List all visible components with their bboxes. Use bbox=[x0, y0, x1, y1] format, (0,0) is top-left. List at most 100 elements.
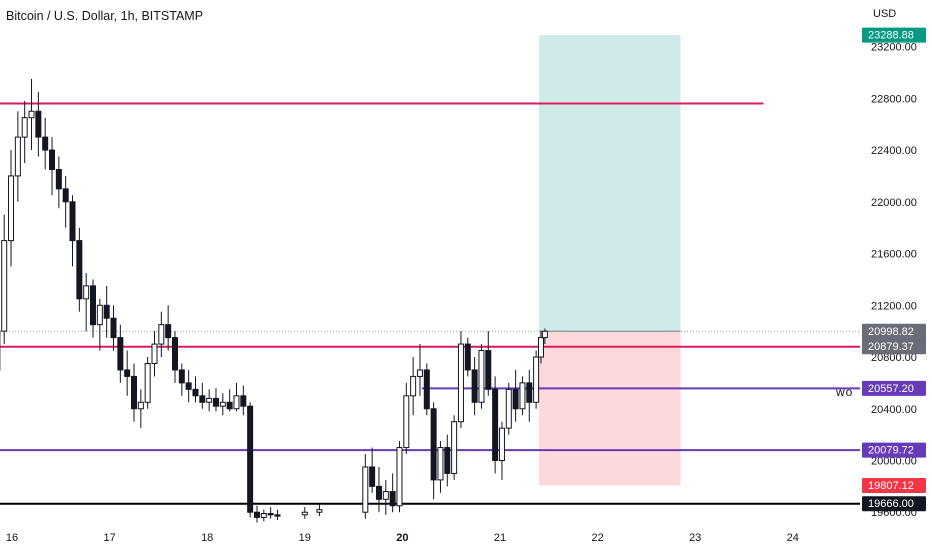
candle-body bbox=[240, 395, 247, 407]
price-label-value: 20998.82 bbox=[868, 326, 914, 338]
x-tick-label: 21 bbox=[494, 532, 506, 544]
candle-body bbox=[541, 330, 548, 339]
candle-body bbox=[178, 369, 185, 384]
price-label-value: 19807.12 bbox=[868, 480, 914, 492]
x-tick-label: 20 bbox=[396, 532, 408, 544]
candle-body bbox=[430, 408, 437, 481]
x-tick-label: 19 bbox=[299, 532, 311, 544]
candle-body bbox=[382, 491, 389, 500]
x-tick-label: 23 bbox=[689, 532, 701, 544]
candle-body bbox=[28, 110, 35, 119]
candle-body bbox=[144, 362, 151, 403]
candle-body bbox=[410, 375, 417, 397]
price-label-value: 23288.88 bbox=[868, 30, 914, 42]
price-label-badge bbox=[862, 27, 926, 43]
candle-body bbox=[274, 514, 281, 517]
price-label-badge bbox=[862, 477, 926, 493]
price-label-badge bbox=[862, 380, 926, 396]
candle-body bbox=[369, 466, 376, 487]
candle-body bbox=[505, 388, 512, 429]
candle-body bbox=[533, 356, 540, 403]
x-tick-label: 24 bbox=[787, 532, 799, 544]
y-tick-label: 21600.00 bbox=[871, 249, 917, 261]
candle-body bbox=[437, 447, 444, 481]
candle-body bbox=[8, 175, 15, 242]
candle-body bbox=[49, 149, 56, 170]
price-label-value: 20557.20 bbox=[868, 383, 914, 395]
candle-body bbox=[498, 427, 505, 461]
candle-body bbox=[396, 447, 403, 507]
candle-body bbox=[457, 343, 464, 423]
currency-label: USD bbox=[873, 8, 897, 20]
x-tick-label: 18 bbox=[201, 532, 213, 544]
candle-body bbox=[14, 136, 21, 177]
chart-title: Bitcoin / U.S. Dollar, 1h, BITSTAMP bbox=[6, 9, 204, 23]
candle-body bbox=[316, 509, 323, 513]
candle-body bbox=[158, 324, 165, 345]
candle-body bbox=[90, 285, 97, 326]
candle-body bbox=[233, 395, 240, 410]
y-tick-label: 21200.00 bbox=[871, 300, 917, 312]
price-labels: 23288.8820998.8254:5720879.3720557.20200… bbox=[862, 27, 926, 512]
candle-body bbox=[416, 369, 423, 377]
candle-body bbox=[471, 369, 478, 403]
candle-body bbox=[131, 375, 137, 410]
candle-body bbox=[537, 337, 544, 358]
price-label-value: 19666.00 bbox=[868, 498, 914, 510]
candle-body bbox=[526, 382, 533, 403]
x-tick-label: 17 bbox=[103, 532, 115, 544]
candle-body bbox=[260, 513, 267, 518]
candle-body bbox=[69, 201, 76, 242]
candle-body bbox=[103, 304, 110, 319]
candle-body bbox=[444, 447, 451, 474]
candle-body bbox=[62, 188, 69, 203]
candle-body bbox=[512, 388, 519, 410]
candlesticks bbox=[0, 78, 548, 523]
y-tick-label: 22400.00 bbox=[871, 145, 917, 157]
horizontal-lines[interactable] bbox=[0, 102, 860, 505]
candle-body bbox=[451, 421, 458, 474]
candle-body bbox=[485, 350, 492, 390]
y-tick-label: 20000.00 bbox=[871, 455, 917, 467]
price-label-badge bbox=[862, 442, 926, 458]
candle-body bbox=[117, 337, 124, 371]
candle-body bbox=[21, 117, 28, 138]
candle-body bbox=[83, 285, 90, 300]
candle-body bbox=[247, 405, 254, 513]
y-tick-label: 20400.00 bbox=[871, 404, 917, 416]
candle-body bbox=[423, 369, 430, 410]
candle-body bbox=[76, 240, 83, 300]
candle-body bbox=[171, 337, 178, 371]
candle-body bbox=[253, 511, 260, 518]
candle-body bbox=[267, 513, 274, 516]
candle-body bbox=[492, 388, 499, 461]
candle-body bbox=[464, 343, 471, 371]
candle-body bbox=[301, 511, 308, 516]
candle-body bbox=[35, 110, 42, 138]
price-label-value: 20879.37 bbox=[868, 341, 914, 353]
candle-body bbox=[110, 317, 117, 339]
candle-body bbox=[124, 369, 131, 377]
time-axis[interactable]: 16 17 18 19 20 21 22 23 24 bbox=[6, 532, 799, 544]
candle-body bbox=[1, 240, 8, 332]
candle-body bbox=[199, 395, 206, 403]
candle-body bbox=[165, 324, 172, 339]
candle-body bbox=[389, 491, 396, 507]
candle-body bbox=[375, 485, 382, 500]
price-label-value: 20079.72 bbox=[868, 445, 914, 457]
candle-body bbox=[212, 397, 219, 407]
y-tick-label: 20800.00 bbox=[871, 352, 917, 364]
candle-body bbox=[403, 395, 410, 449]
candle-body bbox=[206, 397, 213, 403]
x-tick-label: 22 bbox=[591, 532, 603, 544]
price-label-badge bbox=[862, 339, 926, 355]
position-zones[interactable] bbox=[539, 35, 681, 486]
y-tick-label: 22800.00 bbox=[871, 93, 917, 105]
candle-body bbox=[226, 401, 233, 410]
y-tick-label: 22000.00 bbox=[871, 197, 917, 209]
candle-body bbox=[42, 136, 49, 151]
candle-body bbox=[96, 304, 103, 326]
y-tick-label: 23200.00 bbox=[871, 42, 917, 54]
candle-body bbox=[478, 350, 485, 403]
